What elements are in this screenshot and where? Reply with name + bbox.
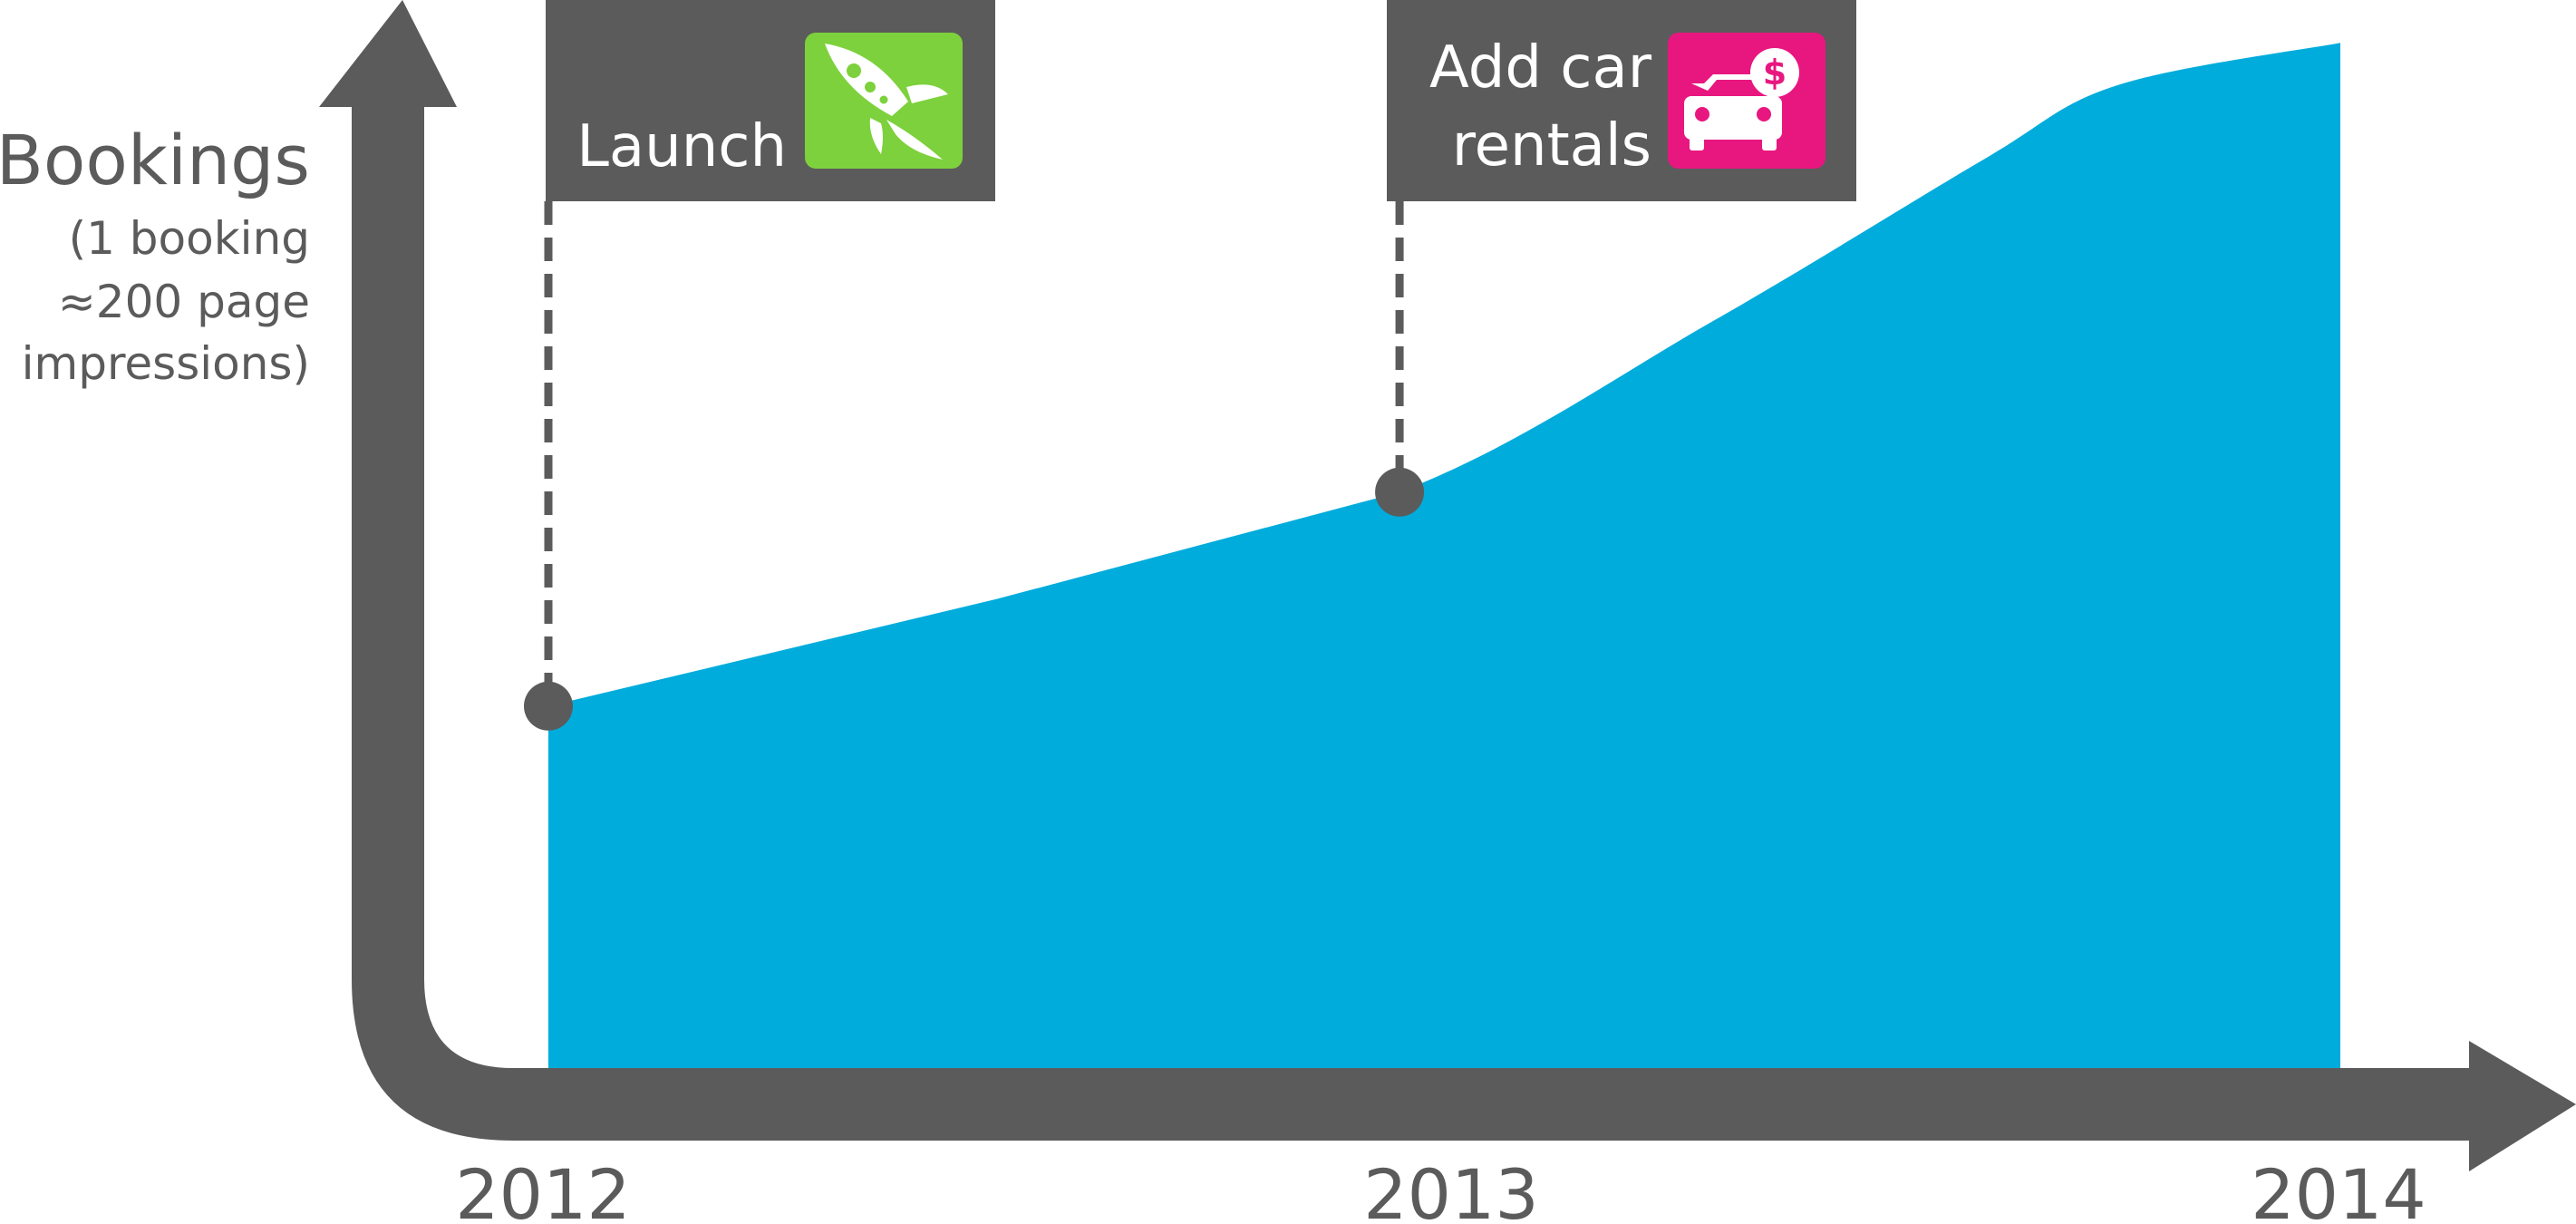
x-tick-labels: 2012 2013 2014 — [455, 1154, 2426, 1224]
x-tick-label-2012: 2012 — [455, 1154, 630, 1224]
car-rentals-label-line-2: rentals — [1452, 112, 1651, 180]
x-tick-label-2014: 2014 — [2251, 1154, 2426, 1224]
y-axis-arrow — [319, 0, 548, 1141]
y-axis-note-line-1: (1 booking — [69, 212, 310, 265]
car-rental-dollar-icon: $ — [1668, 33, 1825, 169]
rocket-icon — [805, 33, 963, 169]
bookings-area — [548, 43, 2340, 1071]
svg-text:$: $ — [1763, 53, 1787, 92]
milestone-launch: Launch — [544, 0, 995, 688]
y-axis-note-line-3: impressions) — [22, 337, 310, 390]
launch-point — [524, 681, 573, 731]
y-axis-label: Bookings — [0, 120, 310, 200]
x-tick-label-2013: 2013 — [1363, 1154, 1538, 1224]
car-rentals-point — [1375, 467, 1425, 517]
car-rentals-label-line-1: Add car — [1429, 34, 1652, 102]
launch-label-text: Launch — [576, 113, 787, 180]
x-axis-arrow — [513, 1041, 2576, 1171]
axes — [319, 0, 2576, 1171]
milestone-car-rentals: Add car rentals $ — [1387, 0, 1856, 474]
y-axis-label-group: Bookings (1 booking ≈200 page impression… — [0, 120, 310, 390]
y-axis-note-line-2: ≈200 page — [58, 276, 310, 328]
